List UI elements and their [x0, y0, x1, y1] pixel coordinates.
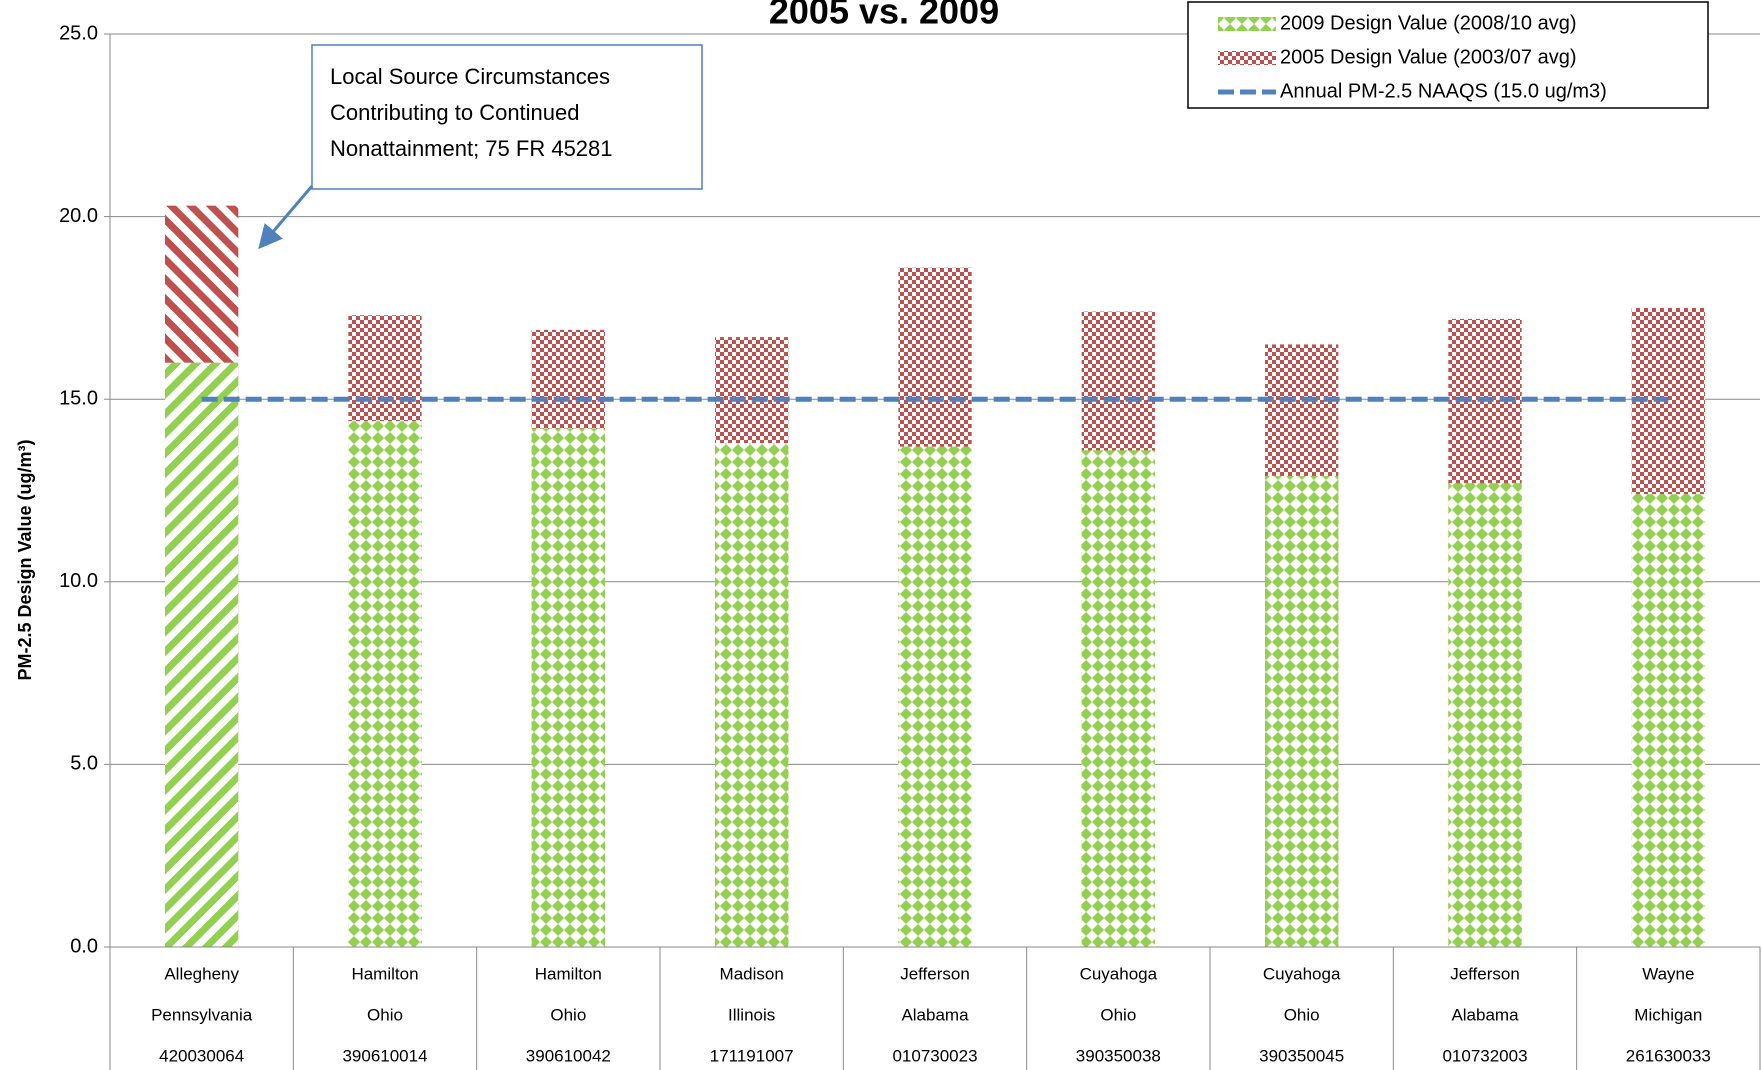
- x-tick-label: Hamilton: [351, 964, 418, 983]
- x-tick-label: 390610042: [526, 1046, 611, 1065]
- x-tick-label: Alabama: [1451, 1005, 1519, 1024]
- y-tick-label: 0.0: [70, 935, 98, 957]
- y-tick-label: 25.0: [59, 22, 98, 44]
- y-tick-label: 5.0: [70, 753, 98, 775]
- x-tick-label: Ohio: [1284, 1005, 1320, 1024]
- x-tick-label: Jefferson: [1450, 964, 1520, 983]
- bar: [1631, 494, 1705, 947]
- annotation-text: Contributing to Continued: [330, 100, 580, 125]
- x-tick-label: Ohio: [367, 1005, 403, 1024]
- x-tick-label: Hamilton: [535, 964, 602, 983]
- bar: [715, 443, 789, 947]
- y-axis-label: PM-2.5 Design Value (ug/m³): [15, 439, 35, 680]
- x-tick-label: Alabama: [901, 1005, 969, 1024]
- x-tick-label: Cuyahoga: [1263, 964, 1341, 983]
- bar: [531, 428, 605, 947]
- x-tick-label: Madison: [720, 964, 784, 983]
- y-tick-label: 20.0: [59, 205, 98, 227]
- annotation-text: Nonattainment; 75 FR 45281: [330, 136, 613, 161]
- legend-label: Annual PM-2.5 NAAQS (15.0 ug/m3): [1280, 80, 1607, 102]
- x-tick-label: Ohio: [1100, 1005, 1136, 1024]
- x-tick-label: 390350038: [1076, 1046, 1161, 1065]
- x-tick-label: 010730023: [892, 1046, 977, 1065]
- x-tick-label: 390610014: [342, 1046, 427, 1065]
- bar: [898, 446, 972, 947]
- x-tick-label: Jefferson: [900, 964, 970, 983]
- x-tick-label: Wayne: [1642, 964, 1694, 983]
- legend-swatch: [1218, 51, 1276, 65]
- bar: [348, 421, 422, 947]
- legend-swatch: [1218, 17, 1276, 31]
- x-tick-label: Michigan: [1634, 1005, 1702, 1024]
- bar: [1448, 483, 1522, 947]
- x-tick-label: Pennsylvania: [151, 1005, 253, 1024]
- bar: [1081, 450, 1155, 947]
- legend-label: 2009 Design Value (2008/10 avg): [1280, 12, 1577, 34]
- legend-label: 2005 Design Value (2003/07 avg): [1280, 46, 1577, 68]
- x-tick-label: Cuyahoga: [1080, 964, 1158, 983]
- y-tick-label: 10.0: [59, 570, 98, 592]
- bar: [165, 362, 239, 947]
- y-tick-label: 15.0: [59, 387, 98, 409]
- x-tick-label: 010732003: [1442, 1046, 1527, 1065]
- chart-title: 2005 vs. 2009: [769, 0, 999, 32]
- annotation-box: [311, 44, 703, 190]
- x-tick-label: 390350045: [1259, 1046, 1344, 1065]
- bar: [1265, 475, 1339, 947]
- x-tick-label: 420030064: [159, 1046, 244, 1065]
- x-tick-label: Allegheny: [164, 964, 239, 983]
- annotation-text: Local Source Circumstances: [330, 64, 610, 89]
- annotation-arrow: [258, 185, 314, 250]
- x-tick-label: 171191007: [710, 1046, 794, 1065]
- x-tick-label: 261630033: [1626, 1046, 1711, 1065]
- x-tick-label: Illinois: [728, 1005, 775, 1024]
- x-tick-label: Ohio: [550, 1005, 586, 1024]
